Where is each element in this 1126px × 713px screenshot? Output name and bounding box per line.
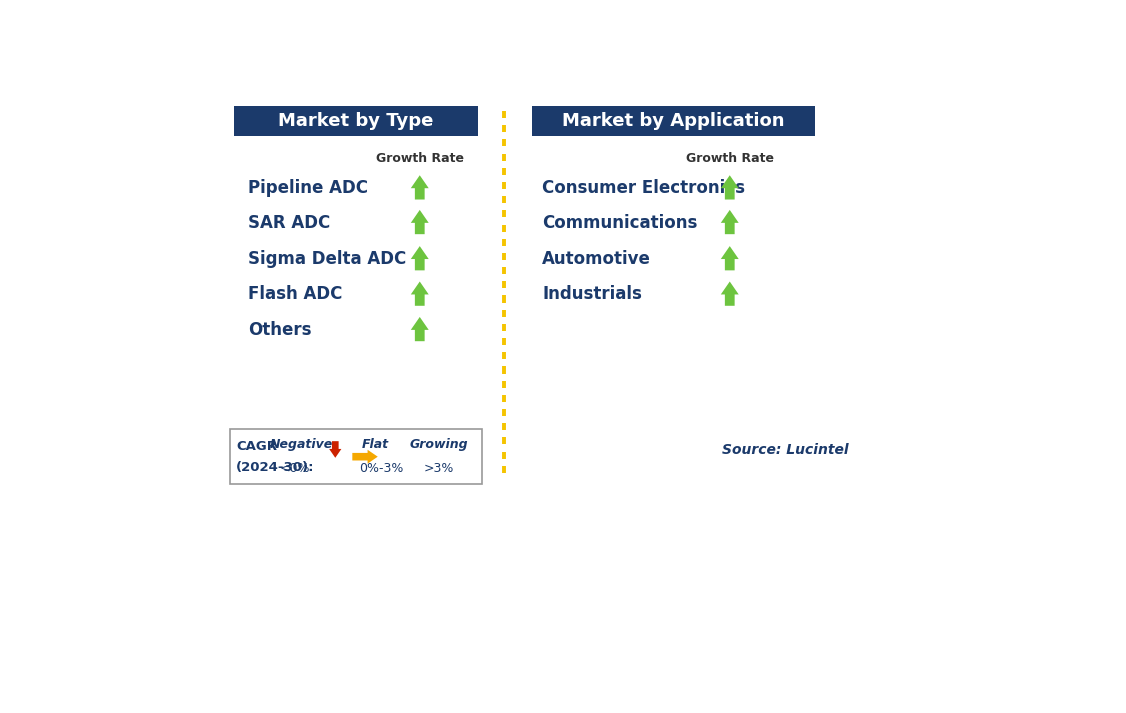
Text: Industrials: Industrials [543,285,642,303]
Text: Communications: Communications [543,214,698,232]
Polygon shape [411,175,429,200]
Text: >3%: >3% [423,463,454,476]
Text: CAGR: CAGR [236,440,277,453]
Polygon shape [721,210,739,234]
Polygon shape [463,459,477,478]
Text: Growing: Growing [410,438,468,451]
Polygon shape [721,282,739,306]
Text: 0%-3%: 0%-3% [359,463,403,476]
Text: Flash ADC: Flash ADC [248,285,342,303]
Text: SAR ADC: SAR ADC [248,214,330,232]
Text: Negative: Negative [269,438,333,451]
Polygon shape [411,246,429,270]
Polygon shape [411,282,429,306]
Polygon shape [411,317,429,342]
Text: (2024-30):: (2024-30): [236,461,314,474]
Polygon shape [411,210,429,234]
Text: Sigma Delta ADC: Sigma Delta ADC [248,250,406,268]
Text: Market by Type: Market by Type [278,112,434,130]
Text: <0%: <0% [279,463,311,476]
Text: Consumer Electronics: Consumer Electronics [543,179,745,197]
Text: Growth Rate: Growth Rate [376,152,464,165]
Text: Pipeline ADC: Pipeline ADC [248,179,368,197]
Text: Growth Rate: Growth Rate [686,152,774,165]
Polygon shape [329,441,341,458]
Bar [230,429,482,484]
Polygon shape [721,175,739,200]
Bar [533,106,815,135]
Text: Automotive: Automotive [543,250,651,268]
Text: Source: Lucintel: Source: Lucintel [722,443,849,457]
Polygon shape [721,246,739,270]
Bar [234,106,477,135]
Text: Others: Others [248,321,311,339]
Polygon shape [352,450,377,463]
Text: Market by Application: Market by Application [562,112,785,130]
Text: Flat: Flat [361,438,388,451]
